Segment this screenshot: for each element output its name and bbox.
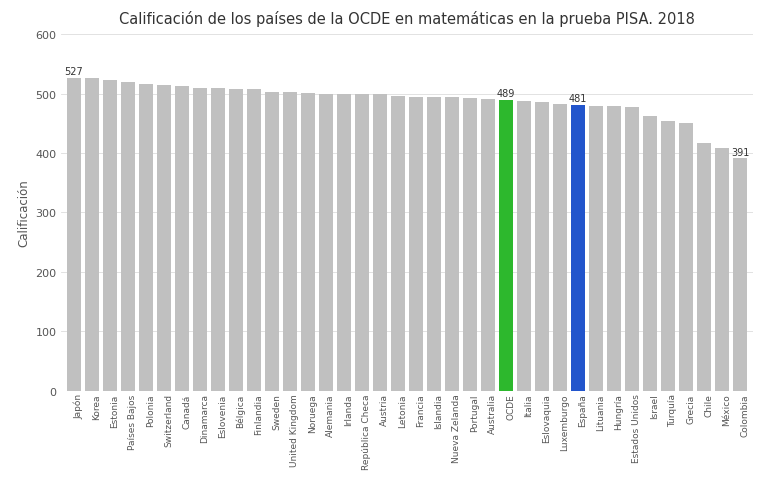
Bar xyxy=(607,107,621,391)
Y-axis label: Calificación: Calificación xyxy=(17,179,30,246)
Text: 391: 391 xyxy=(731,147,750,157)
Bar xyxy=(356,95,369,391)
Bar xyxy=(301,94,315,391)
Bar xyxy=(194,89,207,391)
Bar xyxy=(679,123,693,391)
Title: Calificación de los países de la OCDE en matemáticas en la prueba PISA. 2018: Calificación de los países de la OCDE en… xyxy=(119,11,695,27)
Bar xyxy=(319,94,333,391)
Bar xyxy=(121,83,135,391)
Bar xyxy=(518,102,531,391)
Bar xyxy=(247,90,261,391)
Bar xyxy=(265,93,279,391)
Text: 481: 481 xyxy=(569,94,588,104)
Bar xyxy=(482,100,495,391)
Bar xyxy=(337,94,351,391)
Bar xyxy=(211,89,225,391)
Bar xyxy=(139,85,153,391)
Bar xyxy=(103,81,117,391)
Bar xyxy=(733,159,746,391)
Bar xyxy=(571,106,584,391)
Bar xyxy=(535,103,549,391)
Bar xyxy=(499,101,513,391)
Bar xyxy=(427,97,441,391)
Bar xyxy=(644,116,657,391)
Bar xyxy=(157,86,170,391)
Bar xyxy=(373,95,387,391)
Text: 527: 527 xyxy=(65,67,84,77)
Bar xyxy=(391,97,405,391)
Text: 489: 489 xyxy=(497,89,515,99)
Bar xyxy=(85,79,99,391)
Bar xyxy=(230,90,243,391)
Bar xyxy=(661,122,675,391)
Bar xyxy=(409,97,423,391)
Bar xyxy=(175,87,189,391)
Bar xyxy=(625,107,639,391)
Bar xyxy=(445,98,458,391)
Bar xyxy=(463,99,477,391)
Bar xyxy=(553,104,567,391)
Bar xyxy=(697,144,711,391)
Bar xyxy=(715,148,729,391)
Bar xyxy=(283,93,296,391)
Bar xyxy=(68,78,81,391)
Bar xyxy=(589,107,603,391)
